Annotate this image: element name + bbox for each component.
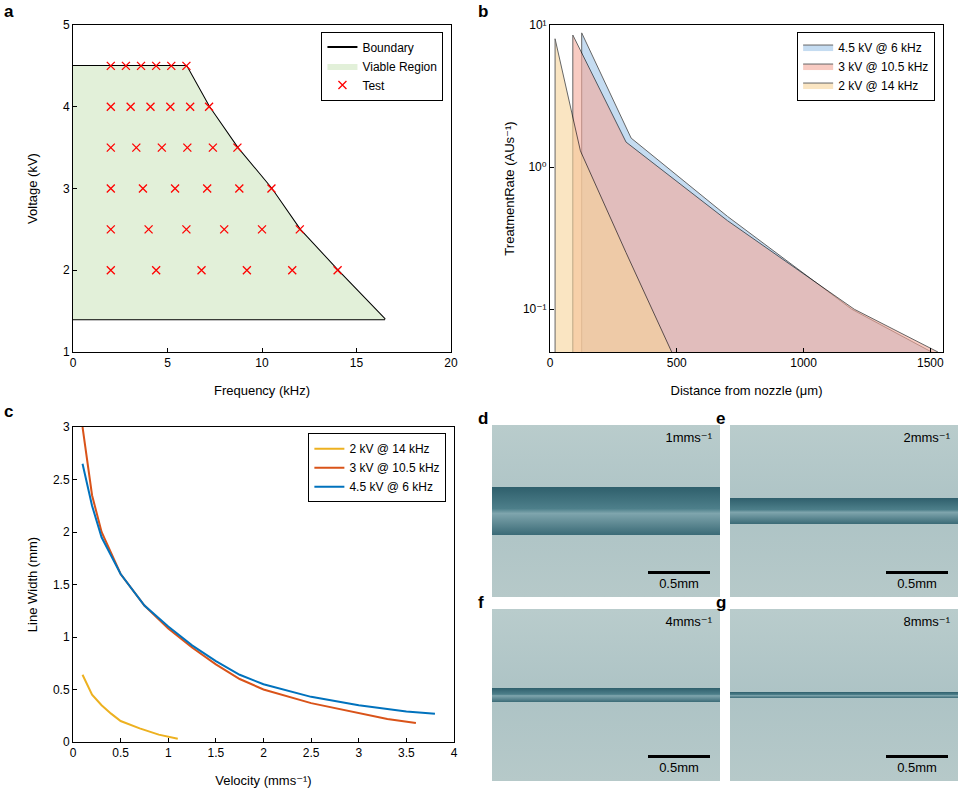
svg-text:4.5 kV @ 6 kHz: 4.5 kV @ 6 kHz xyxy=(838,41,922,55)
svg-text:5: 5 xyxy=(164,356,171,370)
svg-text:2: 2 xyxy=(63,525,70,539)
svg-text:Velocity (mms⁻¹): Velocity (mms⁻¹) xyxy=(215,773,311,788)
svg-text:3: 3 xyxy=(63,420,70,434)
svg-text:Frequency (kHz): Frequency (kHz) xyxy=(214,383,310,398)
svg-text:10: 10 xyxy=(255,356,269,370)
svg-text:TreatmentRate (AUs⁻¹): TreatmentRate (AUs⁻¹) xyxy=(502,121,517,255)
svg-text:2 kV @ 14 kHz: 2 kV @ 14 kHz xyxy=(349,442,429,456)
html-text:a: a xyxy=(4,2,14,21)
svg-text:0: 0 xyxy=(547,356,554,370)
html-text:d: d xyxy=(478,409,489,428)
svg-text:15: 15 xyxy=(350,356,364,370)
svg-text:2.5: 2.5 xyxy=(53,473,70,487)
html-text:b: b xyxy=(478,2,489,21)
svg-text:0: 0 xyxy=(70,356,77,370)
svg-text:0.5: 0.5 xyxy=(53,683,70,697)
html-text:1mms⁻¹: 1mms⁻¹ xyxy=(665,430,712,445)
svg-text:0: 0 xyxy=(70,746,77,760)
html-text:4mms⁻¹: 4mms⁻¹ xyxy=(665,614,712,629)
svg-text:1.5: 1.5 xyxy=(53,578,70,592)
svg-text:20: 20 xyxy=(444,356,458,370)
svg-text:3 kV @ 10.5 kHz: 3 kV @ 10.5 kHz xyxy=(349,461,439,475)
svg-text:10⁻¹: 10⁻¹ xyxy=(523,302,547,316)
svg-text:2: 2 xyxy=(260,746,267,760)
svg-text:1: 1 xyxy=(63,345,70,359)
html-text:g: g xyxy=(716,593,727,612)
html-text:e: e xyxy=(716,409,726,428)
svg-text:Viable Region: Viable Region xyxy=(362,60,437,74)
svg-text:2 kV @ 14 kHz: 2 kV @ 14 kHz xyxy=(838,79,918,93)
svg-text:0.5: 0.5 xyxy=(112,746,129,760)
html-text:0.5mm: 0.5mm xyxy=(897,576,937,591)
svg-text:2.5: 2.5 xyxy=(303,746,320,760)
svg-text:2: 2 xyxy=(63,263,70,277)
html-text:0.5mm: 0.5mm xyxy=(897,760,937,775)
svg-text:1000: 1000 xyxy=(790,356,817,370)
svg-text:500: 500 xyxy=(667,356,687,370)
svg-text:Test: Test xyxy=(362,79,385,93)
svg-text:Voltage (kV): Voltage (kV) xyxy=(25,153,40,224)
html-text:8mms⁻¹: 8mms⁻¹ xyxy=(903,614,950,629)
html-text:0.5mm: 0.5mm xyxy=(659,760,699,775)
svg-text:1: 1 xyxy=(165,746,172,760)
svg-text:1.5: 1.5 xyxy=(208,746,225,760)
html-text:f: f xyxy=(478,593,484,612)
svg-text:5: 5 xyxy=(63,18,70,32)
html-text:0.5mm: 0.5mm xyxy=(659,576,699,591)
svg-text:3.5: 3.5 xyxy=(398,746,415,760)
svg-text:0: 0 xyxy=(63,735,70,749)
svg-text:4: 4 xyxy=(451,746,458,760)
svg-text:3: 3 xyxy=(63,182,70,196)
svg-text:4: 4 xyxy=(63,100,70,114)
svg-text:3 kV @ 10.5 kHz: 3 kV @ 10.5 kHz xyxy=(838,60,928,74)
svg-text:10⁰: 10⁰ xyxy=(528,160,546,174)
svg-text:Line Width (mm): Line Width (mm) xyxy=(25,537,40,632)
svg-text:1500: 1500 xyxy=(917,356,944,370)
svg-text:10¹: 10¹ xyxy=(529,18,546,32)
html-text:c: c xyxy=(4,402,14,421)
svg-text:1: 1 xyxy=(63,630,70,644)
svg-text:3: 3 xyxy=(355,746,362,760)
svg-text:Distance from nozzle (μm): Distance from nozzle (μm) xyxy=(671,383,823,398)
svg-text:Boundary: Boundary xyxy=(362,41,413,55)
svg-text:4.5 kV @ 6 kHz: 4.5 kV @ 6 kHz xyxy=(349,480,433,494)
html-text:2mms⁻¹: 2mms⁻¹ xyxy=(903,430,950,445)
